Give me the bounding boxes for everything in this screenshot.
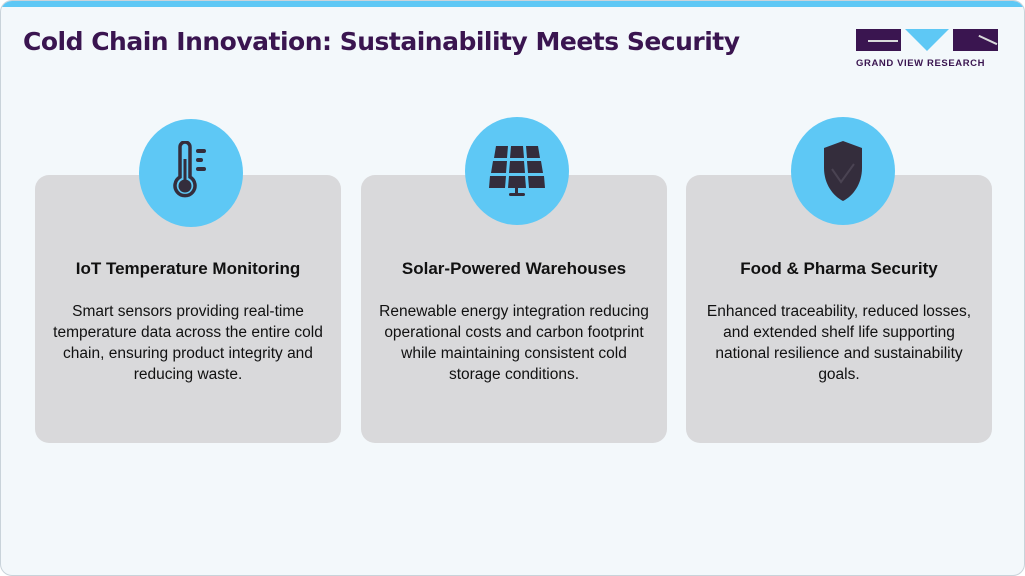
top-accent-bar	[1, 1, 1024, 7]
thermometer-icon	[173, 141, 206, 198]
icon-circle	[791, 117, 895, 225]
card-security: Food & Pharma Security Enhanced traceabi…	[686, 175, 992, 443]
shield-check-icon	[824, 141, 862, 201]
card-text: Enhanced traceability, reduced losses, a…	[706, 303, 972, 383]
card-title: IoT Temperature Monitoring	[75, 259, 301, 278]
card-text: Smart sensors providing real-time temper…	[53, 303, 323, 383]
card-title: Solar-Powered Warehouses	[401, 259, 627, 278]
logo-text: GRAND VIEW RESEARCH	[856, 58, 986, 69]
logo-g-block	[856, 29, 901, 51]
logo-v-triangle	[905, 29, 949, 51]
icon-circle	[139, 119, 243, 227]
card-text: Renewable energy integration reducing op…	[379, 303, 649, 383]
logo: GRAND VIEW RESEARCH	[856, 29, 999, 69]
card-title: Food & Pharma Security	[740, 259, 938, 278]
page-title: Cold Chain Innovation: Sustainability Me…	[23, 27, 740, 56]
logo-r-block	[953, 29, 998, 51]
solar-panel-icon	[489, 146, 545, 196]
icon-circle	[465, 117, 569, 225]
